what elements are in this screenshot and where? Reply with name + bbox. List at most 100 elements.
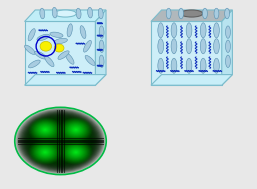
Circle shape: [62, 142, 89, 162]
Circle shape: [22, 112, 99, 170]
Polygon shape: [25, 22, 95, 85]
Circle shape: [61, 119, 90, 140]
Circle shape: [31, 142, 60, 163]
Ellipse shape: [214, 8, 219, 19]
Ellipse shape: [226, 40, 231, 53]
Circle shape: [58, 139, 63, 143]
Circle shape: [40, 125, 51, 134]
Circle shape: [30, 118, 91, 164]
Circle shape: [52, 135, 69, 147]
Circle shape: [48, 132, 73, 150]
Circle shape: [32, 142, 59, 162]
Ellipse shape: [50, 32, 63, 37]
Circle shape: [33, 121, 58, 139]
Ellipse shape: [85, 55, 95, 65]
Ellipse shape: [99, 55, 104, 67]
Polygon shape: [95, 10, 106, 85]
Ellipse shape: [40, 41, 52, 51]
Circle shape: [68, 146, 84, 158]
Circle shape: [59, 140, 93, 165]
Ellipse shape: [52, 7, 57, 18]
Ellipse shape: [80, 26, 86, 39]
Circle shape: [36, 123, 85, 159]
Circle shape: [56, 138, 65, 144]
Circle shape: [61, 142, 90, 163]
Circle shape: [40, 126, 81, 156]
Ellipse shape: [171, 39, 177, 54]
Ellipse shape: [88, 7, 93, 18]
Circle shape: [35, 122, 55, 137]
Circle shape: [21, 112, 100, 170]
Ellipse shape: [181, 10, 203, 17]
Polygon shape: [151, 10, 232, 22]
Circle shape: [27, 117, 94, 165]
Circle shape: [37, 146, 53, 158]
Circle shape: [33, 121, 88, 161]
Circle shape: [39, 125, 82, 157]
Ellipse shape: [99, 26, 104, 38]
Circle shape: [38, 147, 52, 157]
Circle shape: [62, 120, 89, 140]
Ellipse shape: [58, 51, 69, 59]
Ellipse shape: [200, 23, 206, 38]
Circle shape: [15, 107, 106, 175]
Circle shape: [50, 133, 71, 149]
Circle shape: [32, 120, 89, 162]
Ellipse shape: [76, 8, 81, 19]
Circle shape: [38, 125, 52, 135]
Ellipse shape: [54, 38, 67, 44]
Circle shape: [31, 119, 90, 163]
Circle shape: [68, 124, 84, 136]
Ellipse shape: [225, 8, 230, 19]
Circle shape: [42, 128, 79, 154]
Ellipse shape: [200, 58, 206, 73]
Ellipse shape: [67, 24, 72, 37]
Polygon shape: [151, 75, 232, 85]
Ellipse shape: [186, 39, 192, 54]
Circle shape: [44, 151, 46, 153]
Circle shape: [44, 129, 46, 131]
Circle shape: [66, 145, 86, 160]
Circle shape: [45, 130, 75, 152]
Ellipse shape: [214, 58, 219, 73]
Circle shape: [30, 141, 61, 164]
Ellipse shape: [37, 34, 50, 41]
Ellipse shape: [226, 55, 231, 67]
Circle shape: [30, 118, 61, 141]
Ellipse shape: [214, 23, 219, 38]
Circle shape: [59, 117, 93, 142]
Ellipse shape: [166, 8, 171, 19]
Circle shape: [55, 137, 66, 145]
Ellipse shape: [45, 56, 54, 67]
Circle shape: [25, 115, 96, 167]
Circle shape: [70, 148, 81, 156]
Circle shape: [28, 117, 62, 142]
Ellipse shape: [186, 23, 192, 38]
Circle shape: [34, 121, 57, 138]
Circle shape: [74, 128, 78, 131]
Ellipse shape: [25, 45, 35, 54]
Circle shape: [49, 132, 72, 149]
Circle shape: [28, 140, 62, 165]
Circle shape: [63, 121, 88, 139]
Circle shape: [26, 116, 95, 166]
Polygon shape: [151, 22, 222, 85]
Circle shape: [72, 150, 79, 155]
Circle shape: [35, 145, 55, 160]
Ellipse shape: [171, 23, 177, 38]
Ellipse shape: [35, 51, 47, 59]
Circle shape: [71, 126, 80, 133]
Circle shape: [36, 123, 54, 136]
Ellipse shape: [203, 8, 207, 19]
Circle shape: [75, 151, 77, 153]
Circle shape: [17, 109, 104, 173]
Polygon shape: [25, 75, 106, 85]
Ellipse shape: [171, 58, 177, 73]
Circle shape: [72, 127, 79, 132]
Circle shape: [38, 124, 84, 158]
Circle shape: [32, 120, 59, 140]
Circle shape: [59, 140, 62, 142]
Circle shape: [43, 128, 48, 131]
Ellipse shape: [158, 58, 164, 73]
Circle shape: [41, 149, 50, 156]
